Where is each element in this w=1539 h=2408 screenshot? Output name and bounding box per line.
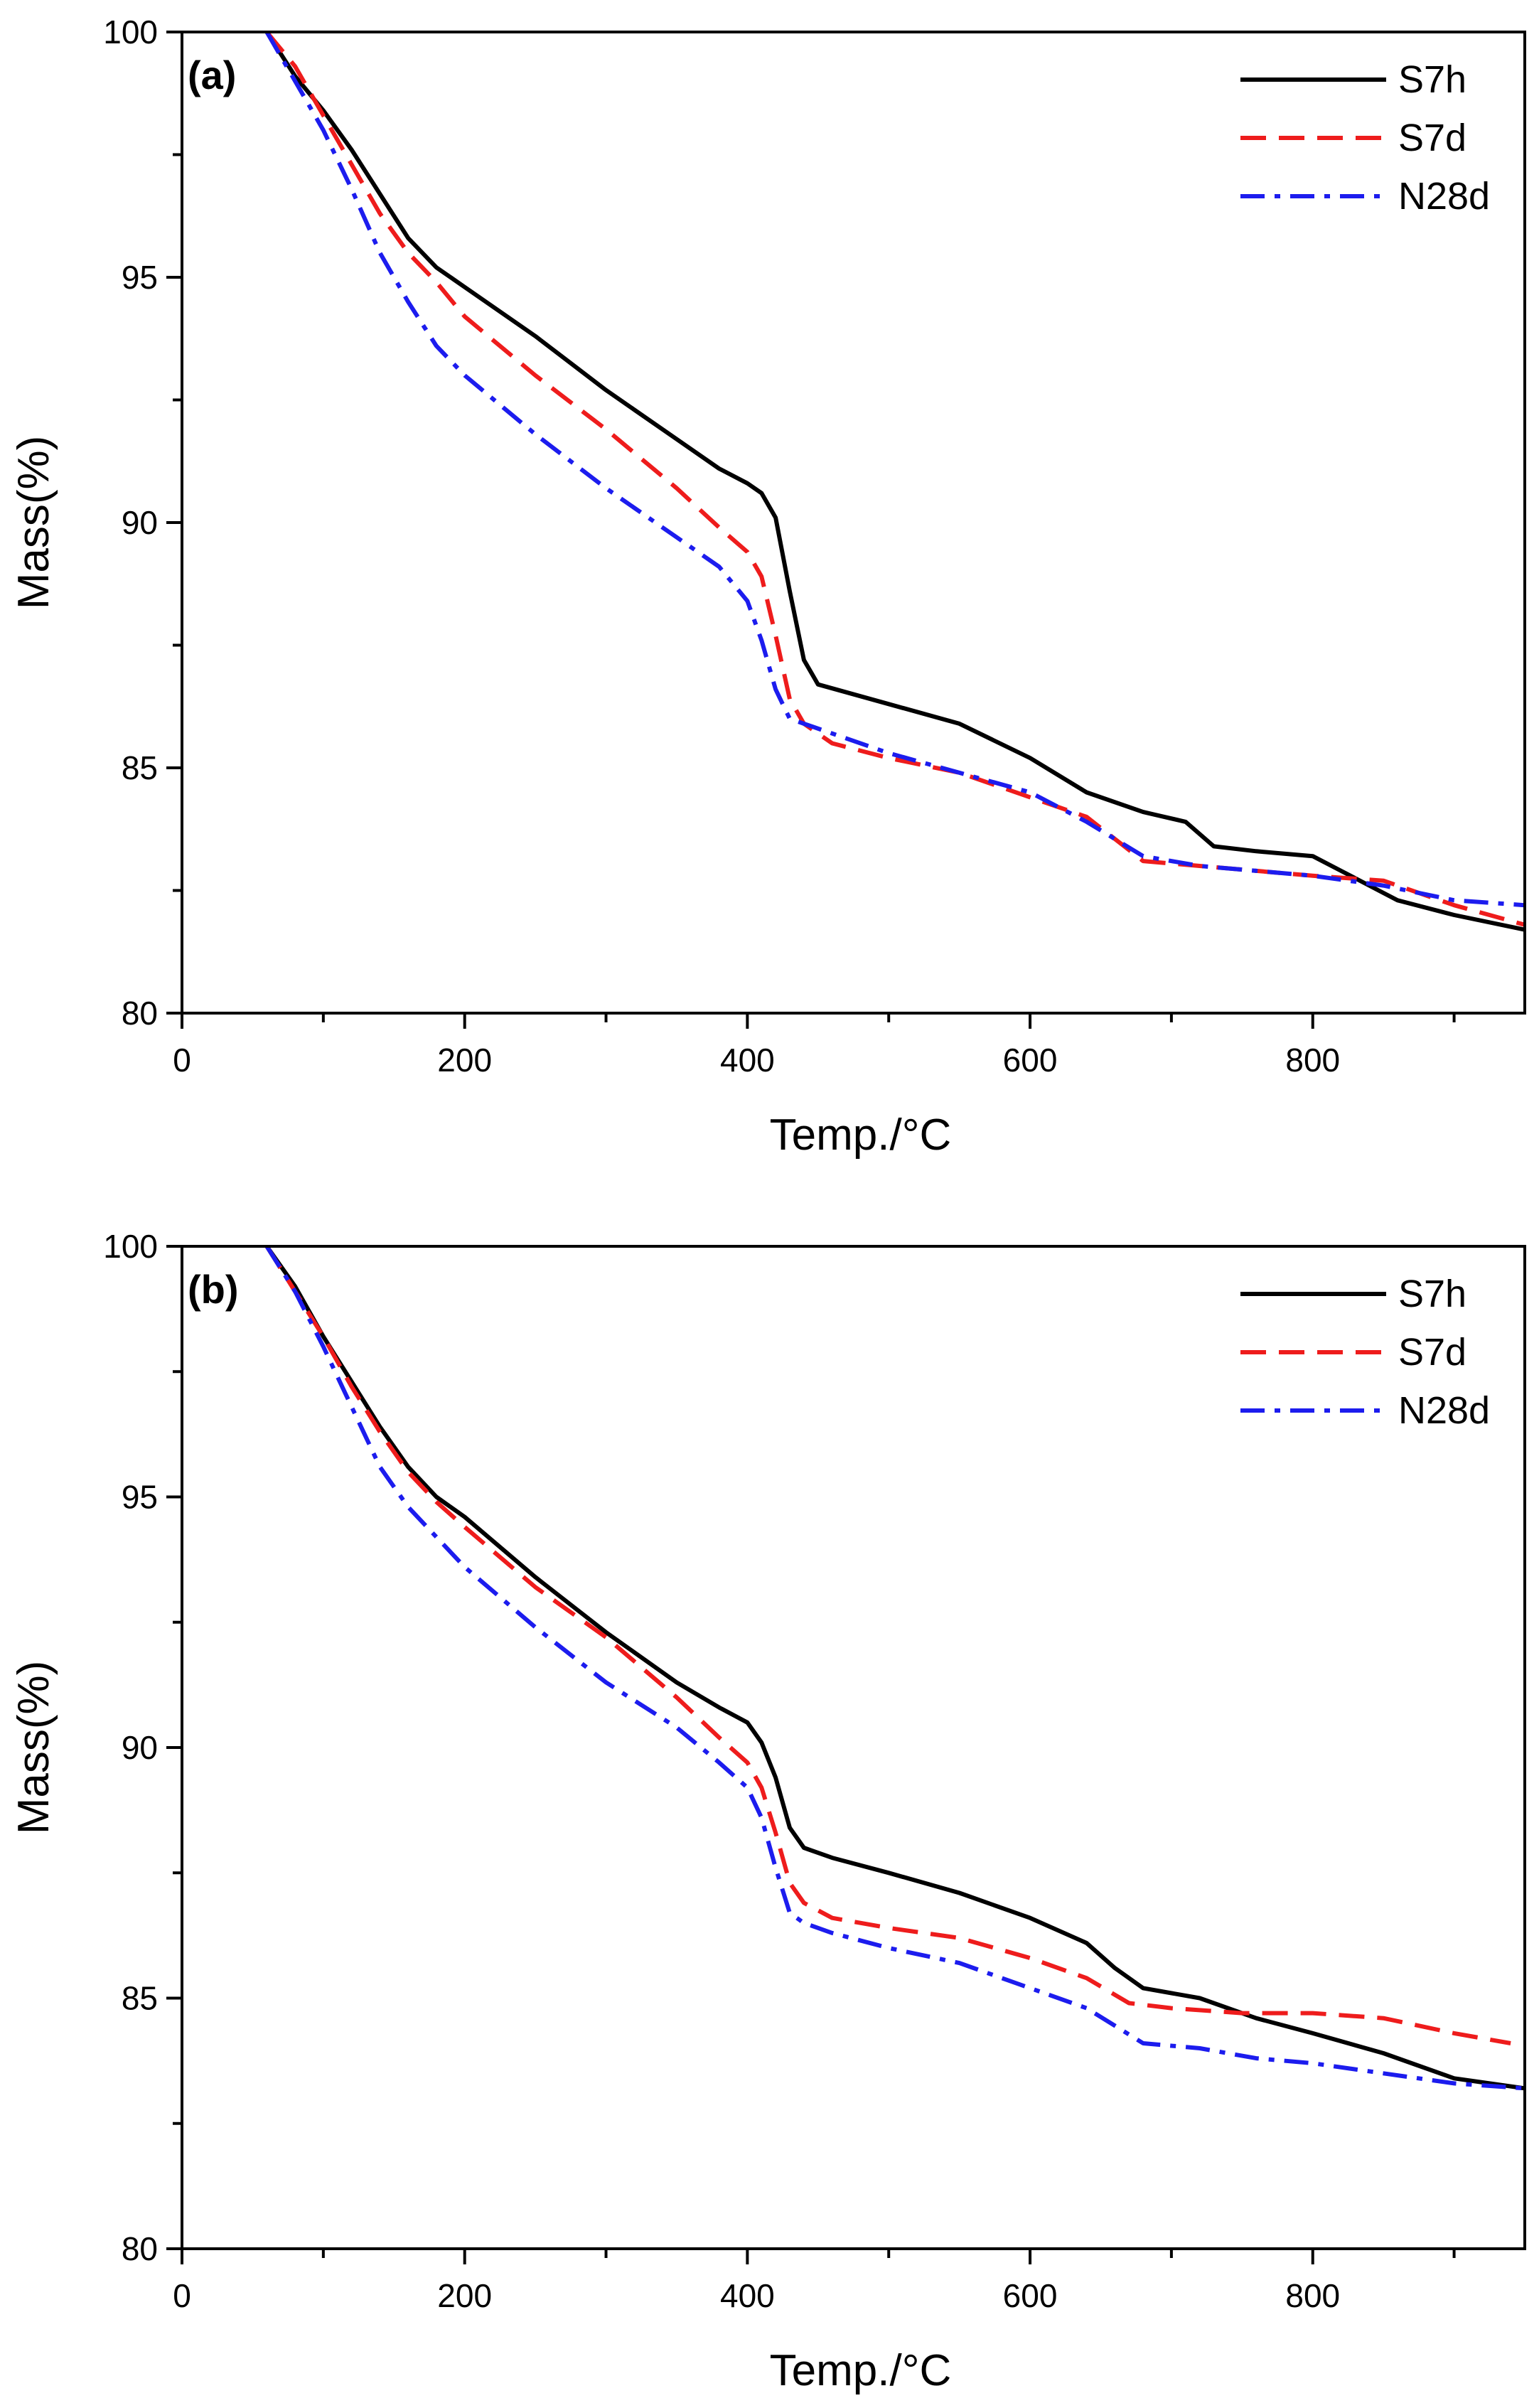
y-tick-label: 80 bbox=[122, 2230, 158, 2267]
y-tick-label: 90 bbox=[122, 504, 158, 541]
y-tick-label: 85 bbox=[122, 1980, 158, 2017]
x-tick-label: 200 bbox=[437, 2277, 492, 2314]
x-tick-label: 800 bbox=[1285, 1042, 1340, 1079]
series-line-s7d bbox=[264, 1246, 1511, 2045]
series-line-s7h bbox=[264, 1246, 1525, 2091]
legend-label-s7h: S7h bbox=[1398, 1273, 1466, 1315]
legend-label-s7d: S7d bbox=[1398, 117, 1466, 159]
x-tick-label: 600 bbox=[1003, 1042, 1058, 1079]
chart-panel-b: 0 200 400 600 800 80 85 90 95 100 Temp./°C Mass(%) (… bbox=[9, 1228, 1526, 2395]
x-tick-label: 800 bbox=[1285, 2277, 1340, 2314]
panel-label: (a) bbox=[188, 53, 236, 97]
legend-label-s7h: S7h bbox=[1398, 58, 1466, 101]
x-tick-label: 200 bbox=[437, 1042, 492, 1079]
y-axis-title: Mass(%) bbox=[9, 436, 58, 610]
x-tick-label: 0 bbox=[173, 1042, 191, 1079]
x-axis-title: Temp./°C bbox=[770, 1111, 952, 1160]
series-line-s7h bbox=[264, 32, 1525, 932]
y-tick-label: 95 bbox=[122, 1479, 158, 1516]
plot-frame bbox=[181, 31, 1526, 1015]
x-tick-label: 600 bbox=[1003, 2277, 1058, 2314]
legend-label-n28d: N28d bbox=[1398, 175, 1490, 218]
y-tick-label: 80 bbox=[122, 995, 158, 1032]
y-tick-label: 100 bbox=[103, 14, 158, 50]
y-tick-label: 95 bbox=[122, 259, 158, 296]
y-tick-label: 85 bbox=[122, 749, 158, 786]
series-line-n28d bbox=[264, 1246, 1525, 2091]
x-tick-label: 0 bbox=[173, 2277, 191, 2314]
plot-frame bbox=[181, 1245, 1526, 2250]
x-axis-title: Temp./°C bbox=[770, 2346, 952, 2395]
y-axis-title: Mass(%) bbox=[9, 1661, 58, 1835]
legend-label-n28d: N28d bbox=[1398, 1389, 1490, 1432]
panel-label: (b) bbox=[188, 1267, 239, 1312]
series-line-n28d bbox=[264, 32, 1525, 908]
x-tick-label: 400 bbox=[720, 2277, 775, 2314]
y-tick-label: 90 bbox=[122, 1729, 158, 1766]
x-tick-label: 400 bbox=[720, 1042, 775, 1079]
legend-label-s7d: S7d bbox=[1398, 1331, 1466, 1374]
y-tick-label: 100 bbox=[103, 1228, 158, 1265]
series-line-s7d bbox=[264, 32, 1525, 927]
chart-panel-a: 0 200 400 600 800 80 85 90 95 100 Temp./°C Mass(%) (… bbox=[9, 14, 1526, 1160]
